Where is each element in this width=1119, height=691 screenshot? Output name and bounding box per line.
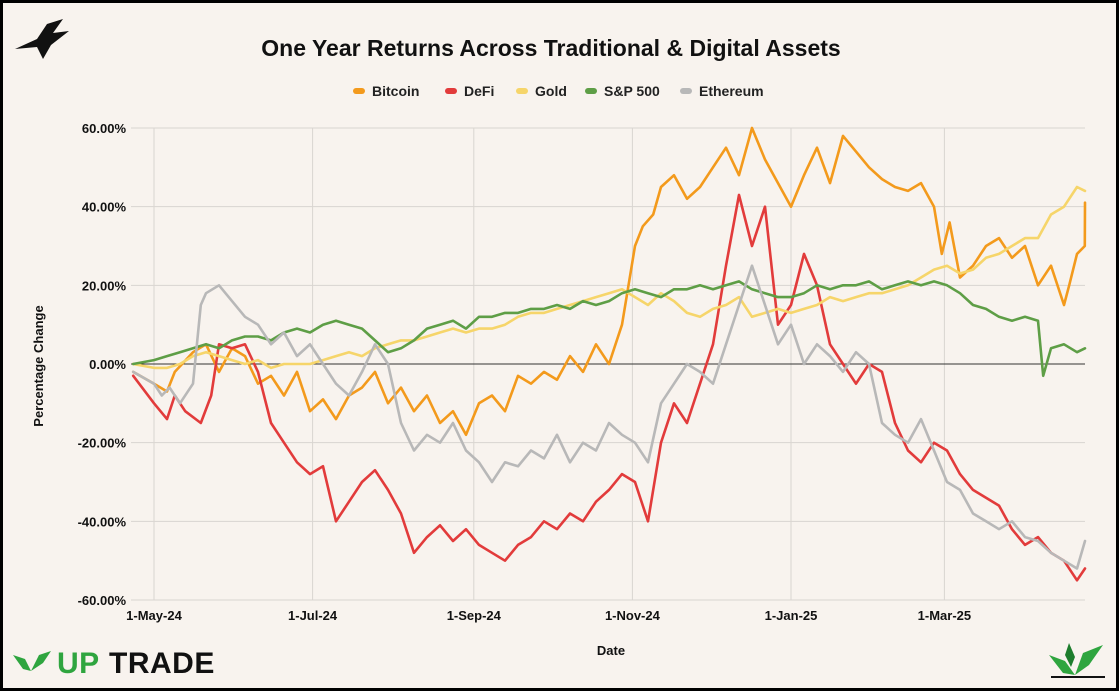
x-tick-label: 1-May-24 <box>126 608 182 623</box>
legend-item-defi: DeFi <box>445 83 494 99</box>
brand-logo-trade: TRADE <box>109 647 215 680</box>
x-axis-ticks: 1-May-24 1-Jul-24 1-Sep-24 1-Nov-24 1-Jan-25… <box>126 608 971 623</box>
y-tick-label: -60.00% <box>78 593 127 608</box>
y-tick-label: 40.00% <box>82 200 127 215</box>
x-axis-label: Date <box>597 643 625 658</box>
y-tick-label: 60.00% <box>82 121 127 136</box>
x-tick-label: 1-Mar-25 <box>918 608 971 623</box>
y-axis-ticks: 60.00% 40.00% 20.00% 0.00% -20.00% -40.00% -60… <box>78 121 127 608</box>
y-tick-label: -40.00% <box>78 514 127 529</box>
legend: Bitcoin DeFi Gold S&P 500 Ethereum <box>353 83 764 99</box>
y-tick-label: 20.00% <box>82 278 127 293</box>
y-tick-label: 0.00% <box>89 357 126 372</box>
leaf-logo-icon <box>13 651 51 671</box>
chart-title: One Year Returns Across Traditional & Di… <box>261 35 840 61</box>
series-line-bitcoin <box>131 126 1087 437</box>
x-tick-label: 1-Nov-24 <box>605 608 661 623</box>
legend-label: Ethereum <box>699 83 764 99</box>
legend-label: DeFi <box>464 83 494 99</box>
legend-swatch <box>445 88 457 94</box>
bird-logo-icon <box>15 19 69 59</box>
y-axis-label: Percentage Change <box>31 305 46 426</box>
leaf-logo-icon <box>1049 643 1105 678</box>
x-tick-label: 1-Jul-24 <box>288 608 338 623</box>
legend-label: Gold <box>535 83 567 99</box>
legend-swatch <box>680 88 692 94</box>
legend-label: S&P 500 <box>604 83 660 99</box>
legend-swatch <box>585 88 597 94</box>
legend-item-bitcoin: Bitcoin <box>353 83 419 99</box>
legend-item-ethereum: Ethereum <box>680 83 764 99</box>
chart-frame: One Year Returns Across Traditional & Di… <box>3 3 1116 688</box>
legend-item-s-p-500: S&P 500 <box>585 83 660 99</box>
legend-swatch <box>353 88 365 94</box>
uptrade-logo: UP TRADE <box>13 647 215 680</box>
legend-swatch <box>516 88 528 94</box>
chart: One Year Returns Across Traditional & Di… <box>13 19 1105 680</box>
legend-item-gold: Gold <box>516 83 567 99</box>
legend-label: Bitcoin <box>372 83 419 99</box>
series-lines <box>131 126 1087 582</box>
y-tick-label: -20.00% <box>78 436 127 451</box>
series-line-defi <box>131 193 1087 582</box>
brand-logo-up: UP <box>57 647 100 680</box>
x-tick-label: 1-Sep-24 <box>447 608 502 623</box>
series-line-ethereum <box>131 264 1087 570</box>
series-line-gold <box>131 185 1087 370</box>
x-tick-label: 1-Jan-25 <box>765 608 818 623</box>
series-line-s-p-500 <box>131 280 1087 378</box>
